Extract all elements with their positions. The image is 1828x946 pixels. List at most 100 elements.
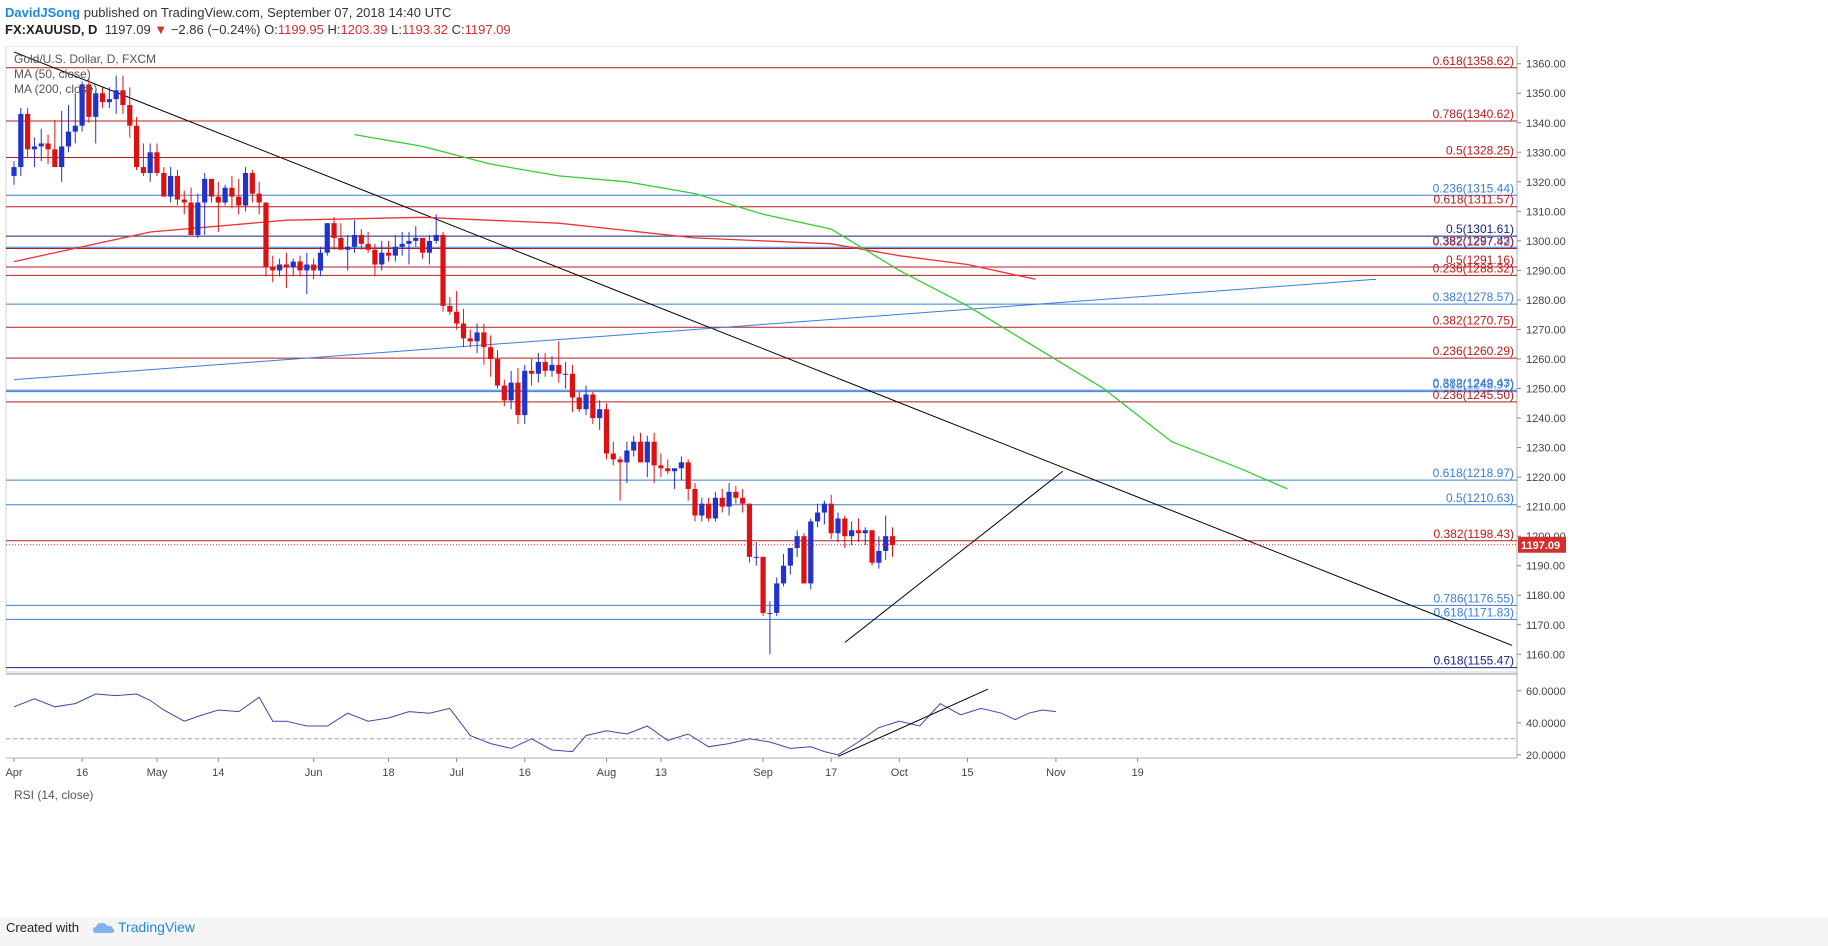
candle-body (603, 409, 610, 454)
fib-level-label: 0.382(1278.57) (1433, 290, 1514, 304)
fib-level-label: 0.382(1249.43) (1433, 376, 1514, 390)
candle-body (869, 530, 875, 563)
trendline-downtrend (13, 51, 1513, 646)
created-with-text: Created with (6, 920, 79, 935)
candle-body (706, 503, 712, 519)
legend-rsi[interactable]: RSI (14, close) (14, 788, 94, 802)
candle-body (181, 199, 187, 203)
candle-body (317, 252, 324, 271)
candle-body (733, 491, 739, 498)
fib-level-label: 0.382(1297.83) (1433, 233, 1514, 247)
candle-body (801, 536, 807, 584)
candle-body (590, 394, 596, 419)
candle-body (549, 364, 555, 371)
time-tick-label: Aug (597, 767, 617, 779)
candle-body (774, 583, 780, 613)
price-tick-label: 1340.00 (1526, 118, 1566, 130)
candle-body (433, 234, 439, 241)
legend-ma200[interactable]: MA (200, close) (14, 82, 98, 96)
candle-body (406, 240, 412, 244)
candle-body (678, 462, 684, 469)
candle-body (420, 237, 426, 253)
fib-level-label: 0.236(1245.50) (1433, 388, 1514, 402)
ma50-line (354, 133, 1288, 490)
price-tick-label: 1270.00 (1526, 324, 1566, 336)
time-tick-label: Apr (5, 767, 22, 779)
time-tick-label: 15 (961, 767, 973, 779)
candle-body (644, 441, 650, 463)
candle-body (345, 246, 351, 250)
time-tick-label: 16 (519, 767, 531, 779)
price-tick-label: 1260.00 (1526, 354, 1566, 366)
time-tick-label: 16 (76, 767, 88, 779)
candle-body (236, 196, 242, 206)
price-tick-label: 1350.00 (1526, 88, 1566, 100)
author-link[interactable]: DavidJSong (5, 5, 81, 20)
candle-body (821, 503, 827, 513)
candle-body (372, 249, 378, 265)
candle-body (849, 530, 855, 537)
candle-body (168, 175, 174, 197)
time-tick-label: Nov (1046, 767, 1066, 779)
candle-body (93, 93, 99, 117)
candle-body (256, 193, 262, 203)
candle-body (563, 373, 569, 375)
rsi-tick-label: 60.0000 (1526, 686, 1566, 698)
candle-body (392, 246, 398, 256)
last-price: 1197.09 (104, 22, 151, 37)
candle-body (808, 521, 814, 584)
candle-body (685, 462, 691, 489)
candle-body (270, 267, 276, 271)
rsi-tick-label: 40.0000 (1526, 718, 1566, 730)
candle-body (467, 338, 473, 342)
rsi-tick-label: 20.0000 (1526, 750, 1566, 762)
candle-body (597, 409, 603, 419)
candle-body (631, 441, 637, 451)
fib-level-label: 0.618(1218.97) (1433, 466, 1514, 480)
candle-body (862, 530, 868, 534)
candle-body (855, 530, 862, 534)
low-value: 1193.32 (401, 22, 448, 37)
high-label: H: (327, 22, 341, 37)
candle-body (767, 612, 773, 614)
candle-body (365, 243, 371, 250)
candle-body (542, 361, 548, 371)
candle-body (617, 459, 623, 463)
time-tick-label: 14 (212, 767, 224, 779)
price-tick-label: 1360.00 (1526, 59, 1566, 71)
candle-body (59, 146, 65, 168)
candle-body (222, 187, 228, 203)
fib-level-label: 0.786(1340.62) (1433, 107, 1514, 121)
candles-group (11, 75, 896, 655)
candle-body (276, 264, 283, 271)
fib-level-label: 0.618(1311.57) (1433, 193, 1514, 207)
candle-body (876, 550, 882, 563)
candle-body (215, 196, 221, 203)
legend-ma50[interactable]: MA (50, close) (14, 67, 91, 81)
high-value: 1203.39 (340, 22, 388, 37)
candle-body (719, 497, 725, 507)
price-tick-label: 1330.00 (1526, 147, 1566, 159)
candle-body (610, 453, 616, 460)
candle-body (522, 370, 528, 416)
candle-body (454, 311, 460, 324)
candle-body (760, 556, 766, 613)
candle-body (814, 512, 821, 522)
candle-body (753, 556, 759, 558)
time-tick-label: May (147, 767, 168, 779)
tradingview-brand[interactable]: TradingView (118, 919, 196, 935)
price-tick-label: 1280.00 (1526, 295, 1566, 307)
candle-body (120, 90, 126, 106)
candle-body (426, 240, 433, 253)
chart-header: DavidJSong published on TradingView.com,… (0, 0, 1828, 46)
published-text: published on TradingView.com, September … (83, 5, 452, 20)
candle-body (174, 175, 181, 200)
candle-body (883, 536, 889, 551)
candle-body (658, 465, 664, 469)
close-value: 1197.09 (464, 22, 511, 37)
candle-body (79, 84, 85, 126)
price-tick-label: 1320.00 (1526, 177, 1566, 189)
price-chart[interactable]: 1160.001170.001180.001190.001200.001210.… (0, 46, 1828, 918)
candle-body (65, 131, 72, 147)
candle-body (195, 202, 201, 235)
